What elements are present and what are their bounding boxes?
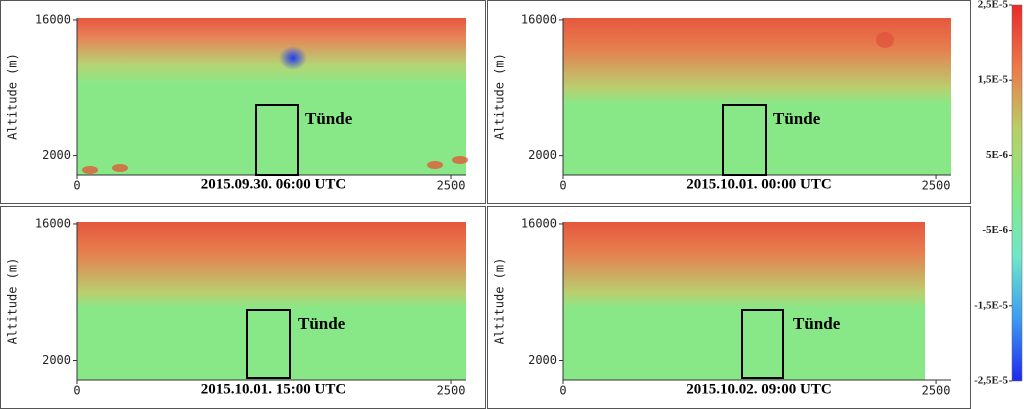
red-spot (427, 161, 443, 169)
panel-title: 2015.10.01. 00:00 UTC (686, 176, 831, 192)
colorbar-tick-label: 2,5E-5 (978, 0, 1009, 11)
panel-title: 2015.10.02. 09:00 UTC (686, 381, 831, 397)
colorbar-tick-label: -1,5E-5 (974, 299, 1008, 311)
colorbar-tick-label: -2,5E-5 (974, 375, 1008, 387)
y-tick-label: 2000 (528, 353, 557, 367)
x-tick-label: 0 (73, 179, 80, 193)
x-tick-label: 2500 (922, 384, 951, 398)
y-axis-label: Altitude (m) (493, 258, 507, 345)
y-axis-label: Altitude (m) (493, 53, 507, 140)
panel-title: 2015.10.01. 15:00 UTC (201, 381, 346, 397)
annotation-box (246, 309, 291, 379)
x-tick-label: 0 (559, 384, 566, 398)
x-tick-label: 0 (73, 384, 80, 398)
x-tick-label: 0 (559, 179, 566, 193)
y-tick-label: 2000 (42, 148, 71, 162)
panel-frame (0, 0, 486, 204)
y-tick-label: 16000 (35, 216, 71, 230)
red-spot (112, 164, 128, 172)
y-axis-label: Altitude (m) (6, 258, 20, 345)
red-spot (452, 156, 468, 164)
colorbar-tick-label: -5E-6 (982, 224, 1008, 236)
red-spot (876, 32, 894, 48)
annotation: Tünde (298, 314, 346, 333)
blue-anomaly (279, 46, 307, 70)
colorbar (1011, 4, 1023, 382)
y-tick-label: 2000 (528, 148, 557, 162)
x-tick-label: 2500 (437, 384, 466, 398)
annotation: Tünde (305, 109, 353, 128)
x-tick-label: 2500 (437, 179, 466, 193)
y-tick-label: 16000 (35, 12, 71, 26)
panel-frame (487, 0, 971, 204)
heatmap-field (77, 18, 466, 175)
y-tick-label: 16000 (521, 12, 557, 26)
y-tick-label: 16000 (521, 216, 557, 230)
colorbar-tick-label: 5E-6 (986, 149, 1009, 161)
y-axis-label: Altitude (m) (6, 53, 20, 140)
annotation-box (741, 309, 784, 379)
x-tick-label: 2500 (922, 179, 951, 193)
annotation: Tünde (773, 109, 821, 128)
y-tick-label: 2000 (42, 353, 71, 367)
annotation-box (722, 104, 767, 176)
colorbar-tick-label: 1,5E-5 (978, 74, 1009, 86)
heatmap-field (563, 222, 925, 380)
annotation: Tünde (793, 314, 841, 333)
heatmap-field (77, 222, 466, 380)
annotation-box (255, 104, 299, 176)
red-spot (82, 166, 98, 174)
panel-title: 2015.09.30. 06:00 UTC (201, 176, 346, 192)
